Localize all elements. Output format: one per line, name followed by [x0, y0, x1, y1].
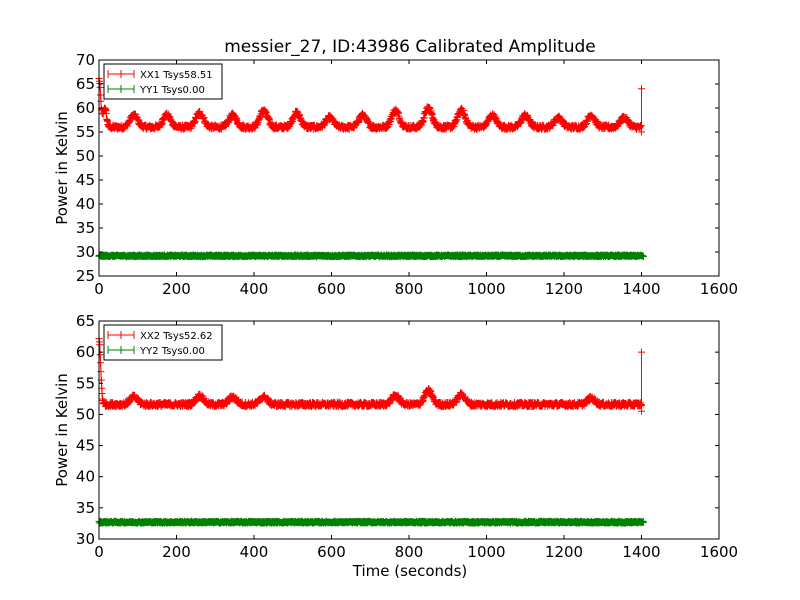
legend-yy1-label: YY1 Tsys0.00	[139, 85, 205, 96]
y-tick-label: 50	[76, 405, 95, 423]
y-tick-label: 30	[76, 530, 95, 548]
legend-yy1-marker	[107, 85, 135, 93]
y-tick-label: 70	[76, 51, 95, 69]
x-tick-label: 1000	[467, 280, 505, 298]
chart-top-ylabel: Power in Kelvin	[53, 111, 71, 225]
x-tick-label: 0	[94, 280, 104, 298]
legend-yy2-label: YY2 Tsys0.00	[139, 346, 205, 357]
x-tick-label: 1600	[700, 543, 738, 561]
chart-bottom-ticks: 0 200 400 600 800 1000 1200 1400 1600 30 35 40 45 50 5…	[76, 312, 738, 561]
chart-top: messier_27, ID:43986 Calibrated Amplitud…	[53, 37, 738, 298]
x-tick-label: 1000	[467, 543, 505, 561]
x-tick-label: 1200	[545, 543, 583, 561]
y-tick-label: 45	[76, 171, 95, 189]
y-tick-label: 55	[76, 374, 95, 392]
x-tick-label: 1400	[622, 280, 660, 298]
y-tick-label: 50	[76, 147, 95, 165]
chart-bottom-ylabel: Power in Kelvin	[53, 373, 71, 487]
legend-xx2-label: XX2 Tsys52.62	[140, 331, 213, 342]
y-tick-label: 60	[76, 343, 95, 361]
chart-top-ticks: 0 200 400 600 800 1000 1200 1400 1600 25 30 35 40 45 5…	[76, 51, 738, 298]
x-tick-label: 800	[395, 543, 424, 561]
chart-top-legend: XX1 Tsys58.51 YY1 Tsys0.00	[103, 63, 223, 100]
x-tick-label: 400	[240, 280, 269, 298]
x-tick-label: 200	[162, 543, 191, 561]
legend-xx2-marker	[107, 331, 135, 339]
y-tick-label: 55	[76, 123, 95, 141]
y-tick-label: 35	[76, 219, 95, 237]
legend-xx1-label: XX1 Tsys58.51	[140, 70, 213, 81]
x-tick-label: 400	[240, 543, 269, 561]
chart-bottom-xlabel: Time (seconds)	[352, 562, 468, 580]
x-tick-label: 600	[317, 280, 346, 298]
x-tick-label: 1400	[622, 543, 660, 561]
x-tick-label: 200	[162, 280, 191, 298]
y-tick-label: 45	[76, 437, 95, 455]
y-tick-label: 40	[76, 195, 95, 213]
chart-top-legend-box	[103, 63, 223, 100]
y-tick-label: 30	[76, 243, 95, 261]
chart-bottom: 0 200 400 600 800 1000 1200 1400 1600 30 35 40 45 50 5…	[53, 312, 738, 580]
x-tick-label: 1600	[700, 280, 738, 298]
x-tick-label: 600	[317, 543, 346, 561]
chart-top-title: messier_27, ID:43986 Calibrated Amplitud…	[224, 37, 596, 57]
chart-bottom-legend: XX2 Tsys52.62 YY2 Tsys0.00	[103, 324, 223, 361]
x-tick-label: 0	[94, 543, 104, 561]
legend-xx1-marker	[107, 70, 135, 78]
y-tick-label: 25	[76, 267, 95, 285]
series-markers-yy1	[95, 251, 647, 261]
y-tick-label: 60	[76, 99, 95, 117]
y-tick-label: 40	[76, 468, 95, 486]
x-tick-label: 1200	[545, 280, 583, 298]
chart-bottom-legend-box	[103, 324, 223, 361]
y-tick-label: 35	[76, 499, 95, 517]
x-tick-label: 800	[395, 280, 424, 298]
y-tick-label: 65	[76, 75, 95, 93]
y-tick-label: 65	[76, 312, 95, 330]
legend-yy2-marker	[107, 346, 135, 354]
